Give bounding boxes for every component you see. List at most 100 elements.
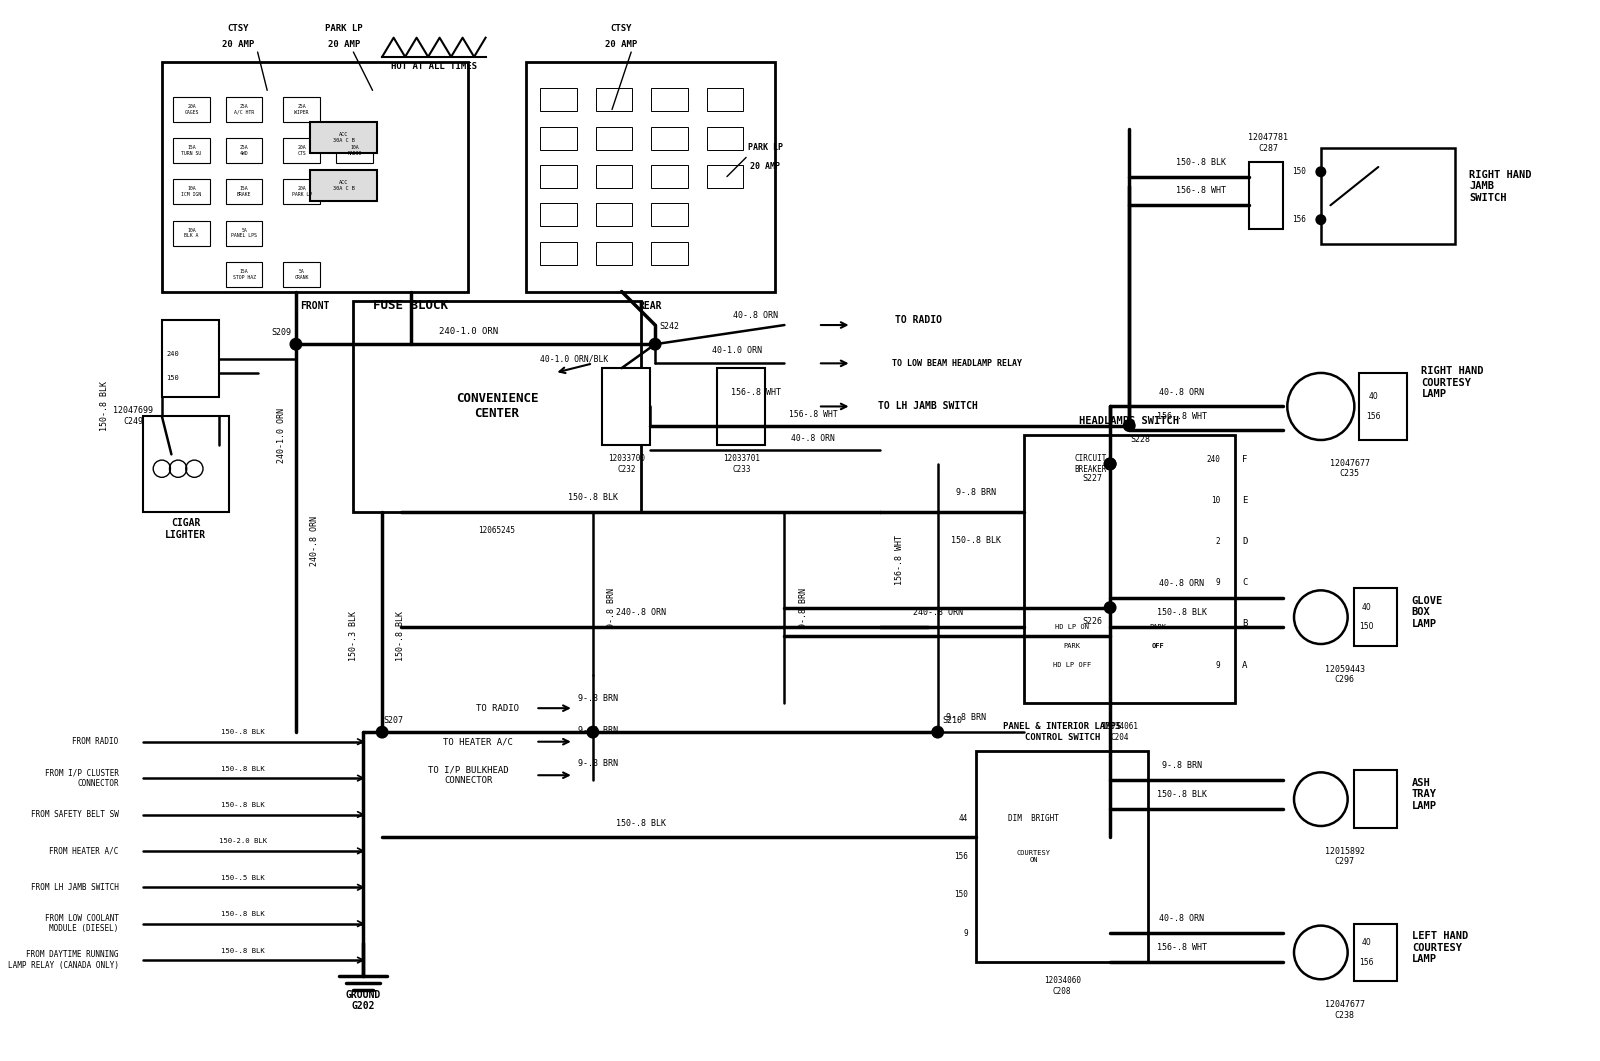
Bar — [226, 221, 262, 245]
Text: 25A
A/C HTR: 25A A/C HTR — [234, 104, 254, 115]
Text: 150-.8 BLK: 150-.8 BLK — [397, 611, 405, 661]
Text: S228: S228 — [1131, 435, 1150, 445]
Bar — [707, 88, 744, 111]
Text: FROM RADIO: FROM RADIO — [72, 737, 118, 746]
Text: HD LP ON: HD LP ON — [1054, 624, 1088, 630]
Text: PARK: PARK — [1064, 643, 1080, 649]
Bar — [541, 242, 576, 264]
Text: 10: 10 — [1211, 495, 1221, 505]
Text: COURTESY
ON: COURTESY ON — [1016, 850, 1051, 864]
Text: F: F — [1242, 455, 1248, 464]
Text: 12033700
C232: 12033700 C232 — [608, 454, 645, 473]
Text: 150-.8 BLK: 150-.8 BLK — [221, 802, 266, 807]
Text: 156: 156 — [955, 852, 968, 862]
Circle shape — [1123, 420, 1134, 432]
Text: FROM SAFETY BELT SW: FROM SAFETY BELT SW — [30, 810, 118, 819]
Text: 12047677
C238: 12047677 C238 — [1325, 1001, 1365, 1020]
Text: 9-.8 BRN: 9-.8 BRN — [957, 488, 997, 498]
Text: 12047781
C287: 12047781 C287 — [1248, 134, 1288, 153]
Text: LEFT HAND
COURTESY
LAMP: LEFT HAND COURTESY LAMP — [1411, 932, 1469, 964]
Bar — [595, 166, 632, 188]
Bar — [651, 88, 688, 111]
Text: 5A
PANEL LPS: 5A PANEL LPS — [232, 228, 258, 239]
Bar — [1354, 770, 1397, 828]
Bar — [142, 416, 229, 511]
Bar — [707, 166, 744, 188]
Text: 9-.8 BRN: 9-.8 BRN — [578, 694, 618, 703]
Text: TO RADIO: TO RADIO — [894, 315, 942, 326]
Text: 40-.8 ORN: 40-.8 ORN — [1160, 915, 1205, 923]
Circle shape — [1104, 602, 1115, 613]
Text: 20 AMP: 20 AMP — [605, 40, 638, 49]
Text: OFF: OFF — [1152, 643, 1165, 649]
Text: ASH
TRAY
LAMP: ASH TRAY LAMP — [1411, 778, 1437, 811]
Text: PARK LP: PARK LP — [325, 23, 363, 33]
Text: PARK LP: PARK LP — [747, 143, 782, 153]
Circle shape — [931, 727, 944, 737]
Bar — [526, 62, 774, 292]
Text: 150-.8 BLK: 150-.8 BLK — [568, 493, 618, 502]
Text: CIGAR
LIGHTER: CIGAR LIGHTER — [165, 518, 206, 540]
Text: E: E — [1242, 495, 1248, 505]
Text: 40: 40 — [1362, 938, 1371, 947]
Text: 240-1.0 ORN: 240-1.0 ORN — [438, 327, 498, 336]
Circle shape — [1317, 167, 1326, 176]
Text: TO LH JAMB SWITCH: TO LH JAMB SWITCH — [878, 401, 978, 412]
Text: GROUND
G202: GROUND G202 — [346, 990, 381, 1011]
Text: ACC
30A C B: ACC 30A C B — [333, 179, 355, 191]
Text: 150-2.0 BLK: 150-2.0 BLK — [219, 838, 267, 845]
Text: 10A
RADIO: 10A RADIO — [347, 145, 362, 156]
Text: 150-.8 BLK: 150-.8 BLK — [221, 766, 266, 771]
Text: HD LP OFF: HD LP OFF — [1053, 662, 1091, 668]
Bar — [283, 138, 320, 163]
Circle shape — [1104, 458, 1115, 470]
Text: 20 AMP: 20 AMP — [750, 162, 781, 172]
Text: TO RADIO: TO RADIO — [475, 703, 518, 713]
Text: 9-.8 BRN: 9-.8 BRN — [578, 726, 618, 734]
Text: 156-.8 WHT: 156-.8 WHT — [1157, 943, 1206, 952]
Text: 150-.5 BLK: 150-.5 BLK — [221, 874, 266, 881]
Text: DIM  BRIGHT: DIM BRIGHT — [1008, 814, 1059, 823]
Bar — [310, 122, 378, 153]
Text: B: B — [1242, 620, 1248, 628]
Bar — [336, 138, 373, 163]
Text: FROM DAYTIME RUNNING
LAMP RELAY (CANADA ONLY): FROM DAYTIME RUNNING LAMP RELAY (CANADA … — [8, 951, 118, 970]
Text: 40-.8 ORN: 40-.8 ORN — [792, 434, 835, 442]
Text: S227: S227 — [1083, 474, 1102, 483]
Text: CIRCUIT
BREAKER: CIRCUIT BREAKER — [1075, 454, 1107, 473]
Bar — [651, 126, 688, 150]
Bar — [976, 751, 1149, 962]
Text: GLOVE
BOX
LAMP: GLOVE BOX LAMP — [1411, 596, 1443, 629]
Bar — [595, 88, 632, 111]
Text: 150-.8 BLK: 150-.8 BLK — [950, 536, 1002, 545]
Text: CONVENIENCE
CENTER: CONVENIENCE CENTER — [456, 393, 538, 420]
Text: 44: 44 — [958, 814, 968, 823]
Text: RIGHT HAND
COURTESY
LAMP: RIGHT HAND COURTESY LAMP — [1421, 366, 1483, 399]
Text: 20A
GAGES: 20A GAGES — [184, 104, 198, 115]
Text: 150: 150 — [166, 375, 179, 381]
Text: FROM LH JAMB SWITCH: FROM LH JAMB SWITCH — [30, 883, 118, 892]
Text: 240-1.0 ORN: 240-1.0 ORN — [277, 407, 286, 463]
Text: 156-.8 WHT: 156-.8 WHT — [731, 387, 781, 397]
Bar — [541, 126, 576, 150]
Text: 20A
PARK LP: 20A PARK LP — [291, 187, 312, 197]
Text: S242: S242 — [659, 323, 680, 331]
Bar — [226, 138, 262, 163]
Circle shape — [290, 338, 302, 350]
Text: 20A
CTS: 20A CTS — [298, 145, 306, 156]
Text: FROM LOW COOLANT
MODULE (DIESEL): FROM LOW COOLANT MODULE (DIESEL) — [45, 914, 118, 934]
Bar — [283, 179, 320, 205]
Text: PANEL & INTERIOR LAMPS
CONTROL SWITCH: PANEL & INTERIOR LAMPS CONTROL SWITCH — [1003, 723, 1122, 742]
Text: 240-.8 ORN: 240-.8 ORN — [310, 516, 320, 566]
Text: 10A
BLK A: 10A BLK A — [184, 228, 198, 239]
Bar — [354, 301, 640, 511]
Text: 12047699
C249: 12047699 C249 — [114, 406, 154, 425]
Text: 150-.8 BLK: 150-.8 BLK — [616, 819, 666, 828]
Text: 150: 150 — [1293, 168, 1307, 176]
Text: 12034061
C204: 12034061 C204 — [1101, 723, 1138, 742]
Bar — [226, 262, 262, 286]
Text: FRONT: FRONT — [301, 301, 330, 311]
Text: 150-.8 BLK: 150-.8 BLK — [221, 947, 266, 954]
Bar — [1024, 435, 1235, 703]
Text: 150-.8 BLK: 150-.8 BLK — [1176, 158, 1226, 167]
